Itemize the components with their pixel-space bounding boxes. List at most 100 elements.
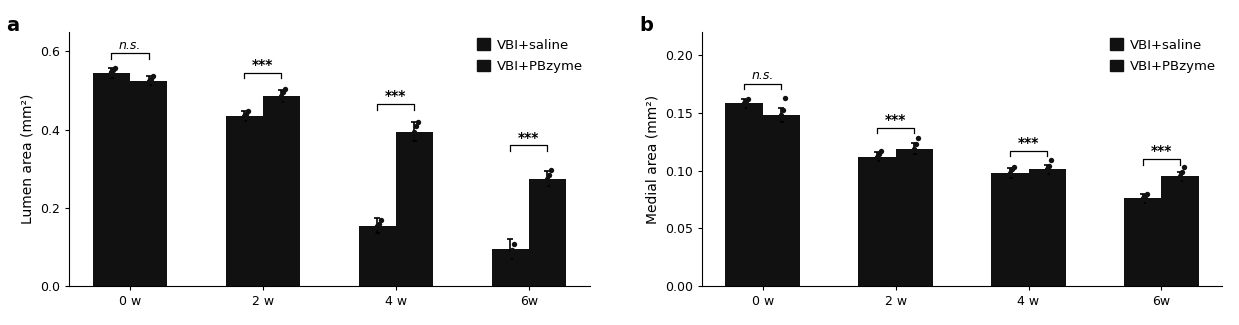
- Point: [501, 252, 520, 257]
- Point: [864, 160, 883, 165]
- Point: [867, 154, 887, 159]
- Point: [773, 108, 793, 113]
- Text: ***: ***: [518, 131, 539, 145]
- Point: [1004, 164, 1023, 170]
- Point: [135, 84, 155, 89]
- Point: [535, 181, 555, 186]
- Point: [736, 98, 756, 104]
- Point: [871, 148, 891, 153]
- Point: [539, 172, 559, 177]
- Point: [1000, 170, 1020, 176]
- Point: [908, 136, 928, 141]
- Point: [730, 107, 750, 112]
- Text: b: b: [639, 16, 653, 35]
- Point: [275, 87, 295, 92]
- Point: [268, 103, 287, 108]
- Point: [541, 167, 561, 172]
- Point: [901, 153, 921, 158]
- Text: ***: ***: [1017, 136, 1040, 150]
- Text: a: a: [6, 16, 20, 35]
- Point: [767, 119, 787, 124]
- Legend: VBI+saline, VBI+PBzyme: VBI+saline, VBI+PBzyme: [477, 38, 584, 73]
- Text: ***: ***: [253, 58, 274, 72]
- Point: [409, 119, 429, 124]
- Point: [105, 65, 125, 70]
- Point: [996, 176, 1016, 181]
- Bar: [93, 73, 130, 286]
- Point: [139, 78, 159, 83]
- Point: [103, 67, 123, 72]
- Text: n.s.: n.s.: [119, 39, 141, 52]
- Bar: [492, 249, 529, 286]
- Bar: [225, 116, 263, 286]
- Point: [1166, 181, 1186, 186]
- Point: [234, 113, 254, 119]
- Point: [142, 73, 162, 78]
- Text: n.s.: n.s.: [752, 70, 774, 83]
- Point: [1002, 167, 1022, 172]
- Point: [140, 76, 160, 81]
- Point: [504, 241, 524, 247]
- Point: [400, 139, 420, 145]
- Point: [534, 185, 554, 190]
- Point: [904, 146, 924, 151]
- Bar: [896, 149, 933, 286]
- Point: [538, 176, 558, 181]
- Point: [1129, 203, 1149, 208]
- Y-axis label: Medial area (mm²): Medial area (mm²): [646, 95, 659, 224]
- Point: [406, 124, 426, 129]
- Point: [363, 229, 383, 234]
- Point: [502, 248, 522, 253]
- Point: [230, 118, 250, 124]
- Point: [906, 141, 926, 147]
- Point: [769, 116, 789, 121]
- Point: [238, 109, 258, 114]
- Point: [372, 218, 392, 223]
- Point: [270, 99, 290, 104]
- Point: [1037, 167, 1057, 172]
- Point: [403, 134, 422, 139]
- Point: [102, 69, 121, 74]
- Point: [274, 90, 294, 95]
- Bar: [1124, 198, 1161, 286]
- Point: [1131, 199, 1151, 204]
- Point: [98, 75, 118, 80]
- Bar: [358, 226, 395, 286]
- Point: [369, 221, 389, 226]
- Point: [271, 94, 291, 99]
- Point: [1135, 193, 1155, 199]
- Bar: [1028, 169, 1066, 286]
- Point: [1036, 169, 1056, 174]
- Y-axis label: Lumen area (mm²): Lumen area (mm²): [21, 94, 35, 224]
- Point: [1172, 169, 1192, 174]
- Point: [99, 72, 119, 77]
- Point: [865, 156, 885, 162]
- Point: [1168, 177, 1188, 182]
- Point: [1137, 191, 1157, 196]
- Point: [1132, 196, 1152, 201]
- Point: [367, 223, 387, 228]
- Bar: [529, 178, 566, 286]
- Point: [1170, 174, 1189, 179]
- Point: [772, 112, 792, 118]
- Point: [869, 152, 888, 157]
- Bar: [763, 115, 800, 286]
- Point: [1040, 163, 1059, 169]
- Bar: [395, 132, 432, 286]
- Point: [404, 129, 424, 134]
- Point: [732, 103, 752, 108]
- Bar: [991, 173, 1028, 286]
- Point: [233, 116, 253, 121]
- Bar: [859, 157, 896, 286]
- Point: [735, 101, 755, 106]
- Bar: [725, 103, 763, 286]
- Text: ***: ***: [385, 89, 406, 103]
- Text: ***: ***: [885, 113, 906, 127]
- Legend: VBI+saline, VBI+PBzyme: VBI+saline, VBI+PBzyme: [1110, 38, 1215, 73]
- Bar: [263, 96, 300, 286]
- Point: [1175, 164, 1194, 170]
- Point: [497, 259, 517, 264]
- Bar: [1161, 176, 1198, 286]
- Point: [776, 95, 795, 100]
- Bar: [130, 81, 167, 286]
